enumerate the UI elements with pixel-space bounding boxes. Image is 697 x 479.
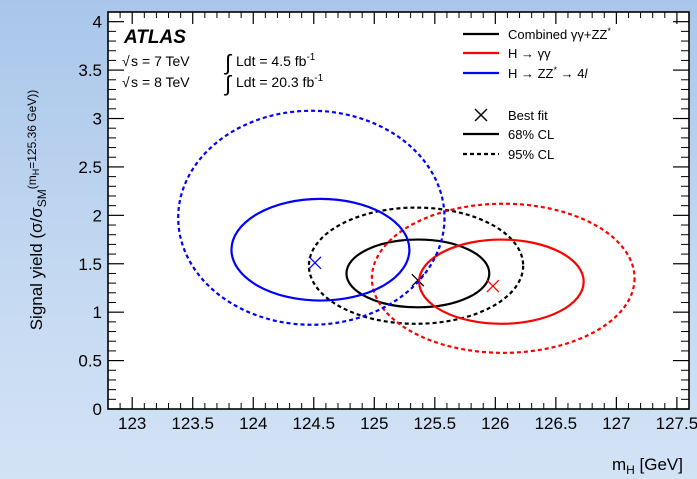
legend-entry: 68% CL bbox=[463, 127, 554, 142]
legend-label: Best fit bbox=[508, 108, 548, 123]
combined-68-cl-contour bbox=[345, 238, 491, 309]
energy-value: = 8 TeV bbox=[142, 74, 190, 90]
sqrt-symbol: √ bbox=[122, 53, 130, 69]
x-tick-label: 123.5 bbox=[171, 414, 214, 433]
combined-95-cl-contour bbox=[307, 206, 525, 325]
zz-4l-68-cl-contour bbox=[230, 197, 411, 302]
y-tick-label: 4 bbox=[93, 13, 102, 32]
x-tick-label: 127.5 bbox=[656, 414, 697, 433]
legend-entry: H → ZZ* → 4l bbox=[463, 65, 588, 81]
integral-symbol: ∫ bbox=[223, 50, 233, 75]
integral-symbol: ∫ bbox=[223, 71, 233, 96]
energy-line-1: √ s = 7 TeV ∫ Ldt = 4.5 fb-1 bbox=[122, 50, 316, 75]
legend-label: 68% CL bbox=[508, 127, 554, 142]
sqrt-variable: s bbox=[131, 74, 138, 90]
y-tick-label: 3 bbox=[93, 110, 102, 129]
zz-4l-95-cl-contour bbox=[177, 109, 446, 326]
axis-ticks: 123 123.5 124 124.5 125 125.5 126 126.5 127 127.5… bbox=[78, 11, 697, 433]
legend-entry: Combined γγ+ZZ* bbox=[463, 26, 611, 42]
luminosity: Ldt = 20.3 fb-1 bbox=[236, 73, 324, 90]
x-tick-label: 125.5 bbox=[414, 414, 457, 433]
y-tick-label: 1.5 bbox=[78, 255, 102, 274]
legend-label: H → γγ bbox=[508, 46, 551, 61]
y-tick-label: 3.5 bbox=[78, 61, 102, 80]
x-tick-label: 124 bbox=[239, 414, 267, 433]
y-axis-label: Signal yield (σ/σSM(mH=125.36 GeV)) bbox=[25, 90, 49, 331]
gamma-gamma-best-fit-marker bbox=[486, 279, 500, 293]
energy-line-2: √ s = 8 TeV ∫ Ldt = 20.3 fb-1 bbox=[122, 71, 324, 96]
y-tick-label: 2.5 bbox=[78, 158, 102, 177]
y-tick-label: 0 bbox=[93, 400, 102, 419]
zz-4l-best-fit-marker bbox=[308, 256, 322, 270]
gamma-gamma-95-cl-contour bbox=[370, 202, 636, 354]
x-tick-label: 126.5 bbox=[535, 414, 578, 433]
y-tick-label: 2 bbox=[93, 206, 102, 225]
x-axis-label: mH [GeV] bbox=[612, 455, 683, 477]
y-tick-label: 0.5 bbox=[78, 352, 102, 371]
atlas-label: ATLAS bbox=[123, 27, 186, 48]
luminosity: Ldt = 4.5 fb-1 bbox=[236, 52, 316, 69]
x-tick-label: 125 bbox=[360, 414, 388, 433]
x-tick-label: 124.5 bbox=[292, 414, 335, 433]
sqrt-symbol: √ bbox=[122, 74, 130, 90]
legend-cross-symbol bbox=[474, 108, 488, 122]
x-tick-label: 126 bbox=[481, 414, 509, 433]
energy-value: = 7 TeV bbox=[142, 53, 190, 69]
legend-label: H → ZZ* → 4l bbox=[508, 65, 588, 81]
contours bbox=[177, 109, 636, 354]
legend-label: Combined γγ+ZZ* bbox=[508, 26, 611, 42]
x-tick-label: 127 bbox=[602, 414, 630, 433]
legend: Combined γγ+ZZ* H → γγ H → ZZ* → 4l Best fi… bbox=[463, 26, 611, 162]
legend-entry: H → γγ bbox=[463, 46, 551, 61]
x-tick-label: 123 bbox=[118, 414, 146, 433]
legend-entry: Best fit bbox=[474, 108, 548, 123]
plot-frame bbox=[107, 11, 690, 410]
atlas-label-block: ATLAS √ s = 7 TeV ∫ Ldt = 4.5 fb-1 √ s =… bbox=[122, 27, 324, 96]
sqrt-variable: s bbox=[131, 53, 138, 69]
legend-label: 95% CL bbox=[508, 147, 554, 162]
y-tick-label: 1 bbox=[93, 303, 102, 322]
legend-entry: 95% CL bbox=[463, 147, 554, 162]
